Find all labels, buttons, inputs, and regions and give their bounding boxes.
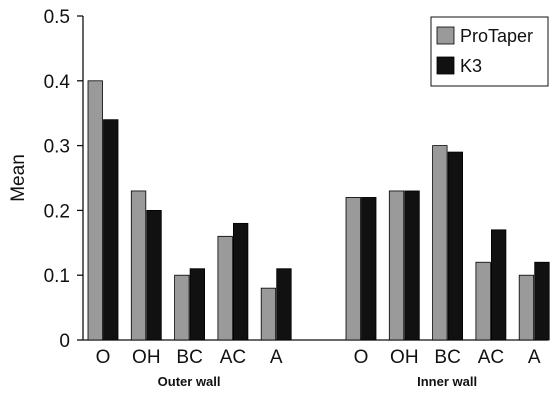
- bar-k3-outer-wall-ac: [232, 222, 249, 341]
- bar-k3-inner-wall-o: [361, 197, 377, 341]
- y-axis-label: Mean: [8, 154, 29, 202]
- bar-protaper-outer-wall-o: [87, 80, 103, 341]
- bar-protaper-inner-wall-a: [518, 274, 535, 341]
- x-tick-label: AC: [220, 347, 246, 368]
- bar-k3-inner-wall-bc: [447, 151, 464, 341]
- bar-k3-inner-wall-ac: [490, 229, 507, 341]
- x-tick-label: O: [96, 347, 111, 368]
- y-tick-label: 0.2: [44, 201, 70, 222]
- bar-k3-inner-wall-a: [534, 261, 550, 341]
- x-tick-label: OH: [132, 347, 161, 368]
- y-tick-label: 0.4: [44, 72, 71, 93]
- bar-k3-outer-wall-oh: [146, 209, 162, 341]
- bar-protaper-outer-wall-bc: [174, 274, 190, 341]
- y-tick-label: 0.3: [44, 137, 70, 158]
- bar-k3-inner-wall-oh: [404, 190, 420, 341]
- group-label: Inner wall: [417, 374, 477, 389]
- y-tick-label: 0.5: [44, 7, 70, 28]
- bar-k3-outer-wall-o: [103, 119, 119, 341]
- legend: ProTaper K3: [430, 16, 549, 87]
- bar-protaper-outer-wall-a: [260, 287, 277, 341]
- x-tick-label: A: [270, 347, 283, 368]
- x-tick-label: A: [528, 347, 541, 368]
- bar-k3-outer-wall-bc: [189, 268, 206, 341]
- legend-label-protaper: ProTaper: [460, 26, 533, 46]
- bar-protaper-outer-wall-ac: [217, 235, 233, 341]
- bar-protaper-outer-wall-oh: [130, 190, 147, 341]
- x-tick-label: OH: [390, 347, 419, 368]
- y-tick-label: 0: [59, 331, 70, 352]
- bar-protaper-inner-wall-o: [345, 197, 361, 341]
- x-tick-label: BC: [176, 347, 202, 368]
- x-tick-label: O: [354, 347, 369, 368]
- legend-label-k3: K3: [460, 56, 482, 76]
- bar-protaper-inner-wall-ac: [475, 261, 491, 341]
- legend-swatch-k3: [436, 56, 455, 75]
- x-tick-label: BC: [434, 347, 460, 368]
- x-tick-label: AC: [478, 347, 504, 368]
- group-label: Outer wall: [158, 374, 221, 389]
- y-tick-label: 0.1: [44, 266, 70, 287]
- bar-k3-outer-wall-a: [276, 268, 292, 341]
- bars: [87, 80, 550, 341]
- legend-swatch-protaper: [436, 26, 455, 45]
- bar-protaper-inner-wall-oh: [388, 190, 405, 341]
- bar-protaper-inner-wall-bc: [432, 145, 448, 341]
